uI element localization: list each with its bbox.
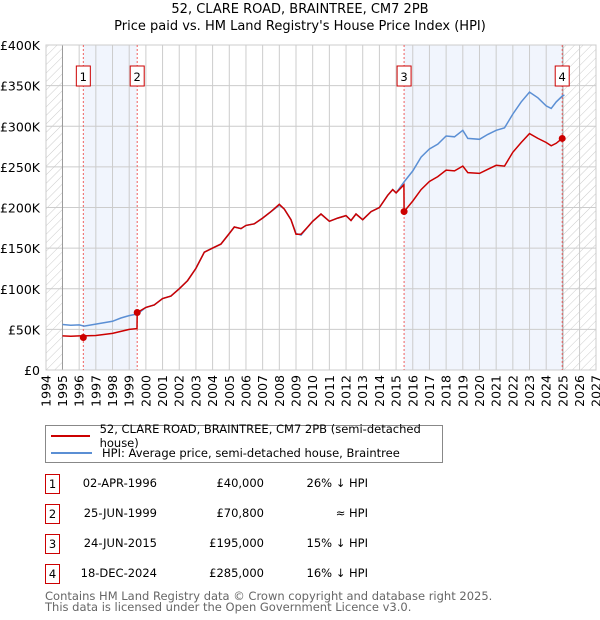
sale-price: £40,000 bbox=[216, 476, 264, 490]
sale-table-row: 4 18-DEC-2024 £285,000 16% ↓ HPI bbox=[45, 564, 375, 584]
x-tick-label: 2014 bbox=[372, 375, 387, 407]
sale-label-box bbox=[396, 65, 412, 87]
sale-hpi-comparison: 26% ↓ HPI bbox=[306, 476, 368, 490]
sale-label-number: 1 bbox=[80, 70, 87, 84]
sale-number-badge: 2 bbox=[45, 504, 60, 524]
sale-hpi-comparison: ≈ HPI bbox=[335, 506, 368, 520]
y-tick-label: £50K bbox=[8, 322, 41, 337]
x-tick-label: 2021 bbox=[489, 375, 504, 407]
x-tick-label: 1997 bbox=[88, 375, 103, 407]
x-tick-label: 1994 bbox=[38, 375, 53, 407]
legend-label: 52, CLARE ROAD, BRAINTREE, CM7 2PB (semi… bbox=[99, 422, 421, 450]
x-tick-label: 2025 bbox=[555, 375, 570, 407]
x-tick-label: 1999 bbox=[122, 375, 137, 407]
legend-item-hpi: HPI: Average price, semi-detached house,… bbox=[46, 445, 400, 461]
x-tick-label: 2019 bbox=[455, 375, 470, 407]
x-tick-label: 1996 bbox=[72, 375, 87, 407]
x-tick-label: 2007 bbox=[255, 375, 270, 407]
sale-label-box bbox=[554, 65, 570, 87]
sale-table-row: 2 25-JUN-1999 £70,800 ≈ HPI bbox=[45, 504, 375, 524]
x-tick-label: 2002 bbox=[172, 375, 187, 407]
sale-table-row: 3 24-JUN-2015 £195,000 15% ↓ HPI bbox=[45, 534, 375, 554]
sale-point bbox=[400, 208, 408, 216]
x-tick-label: 2012 bbox=[339, 375, 354, 407]
sale-date: 24-JUN-2015 bbox=[83, 536, 157, 550]
legend-item-property: 52, CLARE ROAD, BRAINTREE, CM7 2PB (semi… bbox=[46, 422, 442, 450]
sale-date: 18-DEC-2024 bbox=[80, 566, 157, 580]
x-tick-label: 2011 bbox=[322, 375, 337, 407]
footer-copyright: Contains HM Land Registry data © Crown c… bbox=[45, 589, 493, 603]
chart-subtitle: Price paid vs. HM Land Registry's House … bbox=[114, 19, 486, 34]
property-price-line bbox=[62, 132, 565, 338]
x-tick-label: 2004 bbox=[205, 375, 220, 407]
legend-label: HPI: Average price, semi-detached house,… bbox=[102, 446, 400, 460]
y-tick-label: £0 bbox=[24, 363, 40, 378]
x-tick-label: 2013 bbox=[355, 375, 370, 407]
y-tick-label: £150K bbox=[0, 241, 41, 256]
x-tick-label: 2009 bbox=[289, 375, 304, 407]
plot-border bbox=[45, 44, 597, 371]
sale-date: 02-APR-1996 bbox=[82, 476, 157, 490]
sale-point bbox=[133, 308, 141, 316]
sale-label-number: 3 bbox=[400, 70, 407, 84]
y-tick-label: £200K bbox=[0, 201, 41, 216]
x-tick-label: 1998 bbox=[105, 375, 120, 407]
y-tick-label: £350K bbox=[0, 79, 41, 94]
x-tick-label: 2023 bbox=[522, 375, 537, 407]
x-tick-label: 2006 bbox=[238, 375, 253, 407]
sale-price: £70,800 bbox=[216, 506, 264, 520]
y-tick-label: £400K bbox=[0, 38, 41, 53]
sale-price: £195,000 bbox=[209, 536, 264, 550]
sale-hpi-comparison: 16% ↓ HPI bbox=[306, 566, 368, 580]
x-tick-label: 2008 bbox=[272, 375, 287, 407]
sale-number-badge: 1 bbox=[45, 474, 60, 494]
x-tick-label: 2003 bbox=[188, 375, 203, 407]
legend: 52, CLARE ROAD, BRAINTREE, CM7 2PB (semi… bbox=[45, 422, 443, 463]
sale-price: £285,000 bbox=[209, 566, 264, 580]
sale-point bbox=[558, 134, 566, 142]
chart-title: 52, CLARE ROAD, BRAINTREE, CM7 2PB bbox=[171, 2, 429, 17]
red-line-swatch bbox=[51, 435, 90, 437]
sale-table-row: 1 02-APR-1996 £40,000 26% ↓ HPI bbox=[45, 474, 375, 494]
blue-line-swatch bbox=[51, 452, 92, 454]
sale-label-number: 4 bbox=[559, 70, 566, 84]
x-tick-label: 2015 bbox=[389, 375, 404, 407]
x-tick-label: 2020 bbox=[472, 375, 487, 407]
x-tick-label: 2024 bbox=[539, 375, 554, 407]
x-tick-label: 2016 bbox=[405, 375, 420, 407]
footer-licence: This data is licensed under the Open Gov… bbox=[45, 600, 412, 614]
sale-label-box bbox=[129, 65, 145, 87]
y-tick-label: £100K bbox=[0, 282, 41, 297]
x-tick-label: 2005 bbox=[222, 375, 237, 407]
x-tick-label: 2001 bbox=[155, 375, 170, 407]
sale-number-badge: 3 bbox=[45, 534, 60, 554]
sale-point bbox=[79, 334, 87, 341]
sale-number-badge: 4 bbox=[45, 564, 60, 584]
x-tick-label: 2027 bbox=[589, 375, 600, 407]
sale-hpi-comparison: 15% ↓ HPI bbox=[306, 536, 368, 550]
x-tick-label: 2026 bbox=[572, 375, 587, 407]
sale-label-box bbox=[75, 65, 91, 87]
x-tick-label: 2022 bbox=[505, 375, 520, 407]
x-tick-label: 2010 bbox=[305, 375, 320, 407]
x-tick-label: 2018 bbox=[439, 375, 454, 407]
x-tick-label: 2000 bbox=[138, 375, 153, 407]
sale-label-number: 2 bbox=[134, 70, 141, 84]
sale-date: 25-JUN-1999 bbox=[83, 506, 157, 520]
plot-area: £0 £50K £100K £150K £200K £250K £300K £350K £400… bbox=[0, 38, 600, 407]
x-tick-label: 2017 bbox=[422, 375, 437, 407]
y-tick-label: £300K bbox=[0, 119, 41, 134]
x-tick-label: 1995 bbox=[55, 375, 70, 407]
y-tick-label: £250K bbox=[0, 160, 41, 175]
